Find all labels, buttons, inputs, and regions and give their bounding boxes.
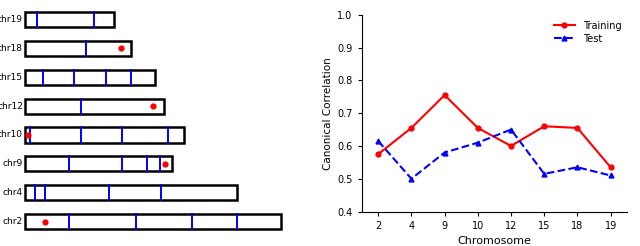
Test <box>507 128 515 131</box>
Test <box>374 139 382 142</box>
Line: Test: Test <box>376 127 613 181</box>
Training <box>540 125 548 128</box>
Test <box>540 172 548 175</box>
Text: chr18: chr18 <box>0 44 23 53</box>
Training <box>507 144 515 147</box>
Test <box>474 141 482 144</box>
Training <box>408 126 415 129</box>
Legend: Training, Test: Training, Test <box>550 17 625 47</box>
Text: chr10: chr10 <box>0 130 23 139</box>
Test <box>441 151 449 154</box>
Text: chr19: chr19 <box>0 15 23 24</box>
Training <box>607 166 614 169</box>
Bar <box>26 127 184 142</box>
Text: chr2: chr2 <box>3 217 23 226</box>
Bar <box>26 185 237 200</box>
Bar <box>26 12 114 27</box>
Text: chr9: chr9 <box>3 159 23 169</box>
Text: chr15: chr15 <box>0 73 23 82</box>
Training <box>441 94 449 97</box>
Bar <box>26 156 173 171</box>
Text: chr12: chr12 <box>0 102 23 111</box>
Bar <box>26 70 155 85</box>
Training <box>573 126 581 129</box>
Test <box>573 166 581 169</box>
Training <box>474 126 482 129</box>
Text: chr4: chr4 <box>3 188 23 197</box>
Bar <box>26 99 164 114</box>
Y-axis label: Canonical Correlation: Canonical Correlation <box>323 57 333 169</box>
Line: Training: Training <box>376 93 613 170</box>
X-axis label: Chromosome: Chromosome <box>458 236 531 246</box>
Test <box>408 177 415 180</box>
Bar <box>26 41 131 56</box>
Test <box>607 174 614 177</box>
Training <box>374 153 382 156</box>
Bar <box>26 214 282 229</box>
